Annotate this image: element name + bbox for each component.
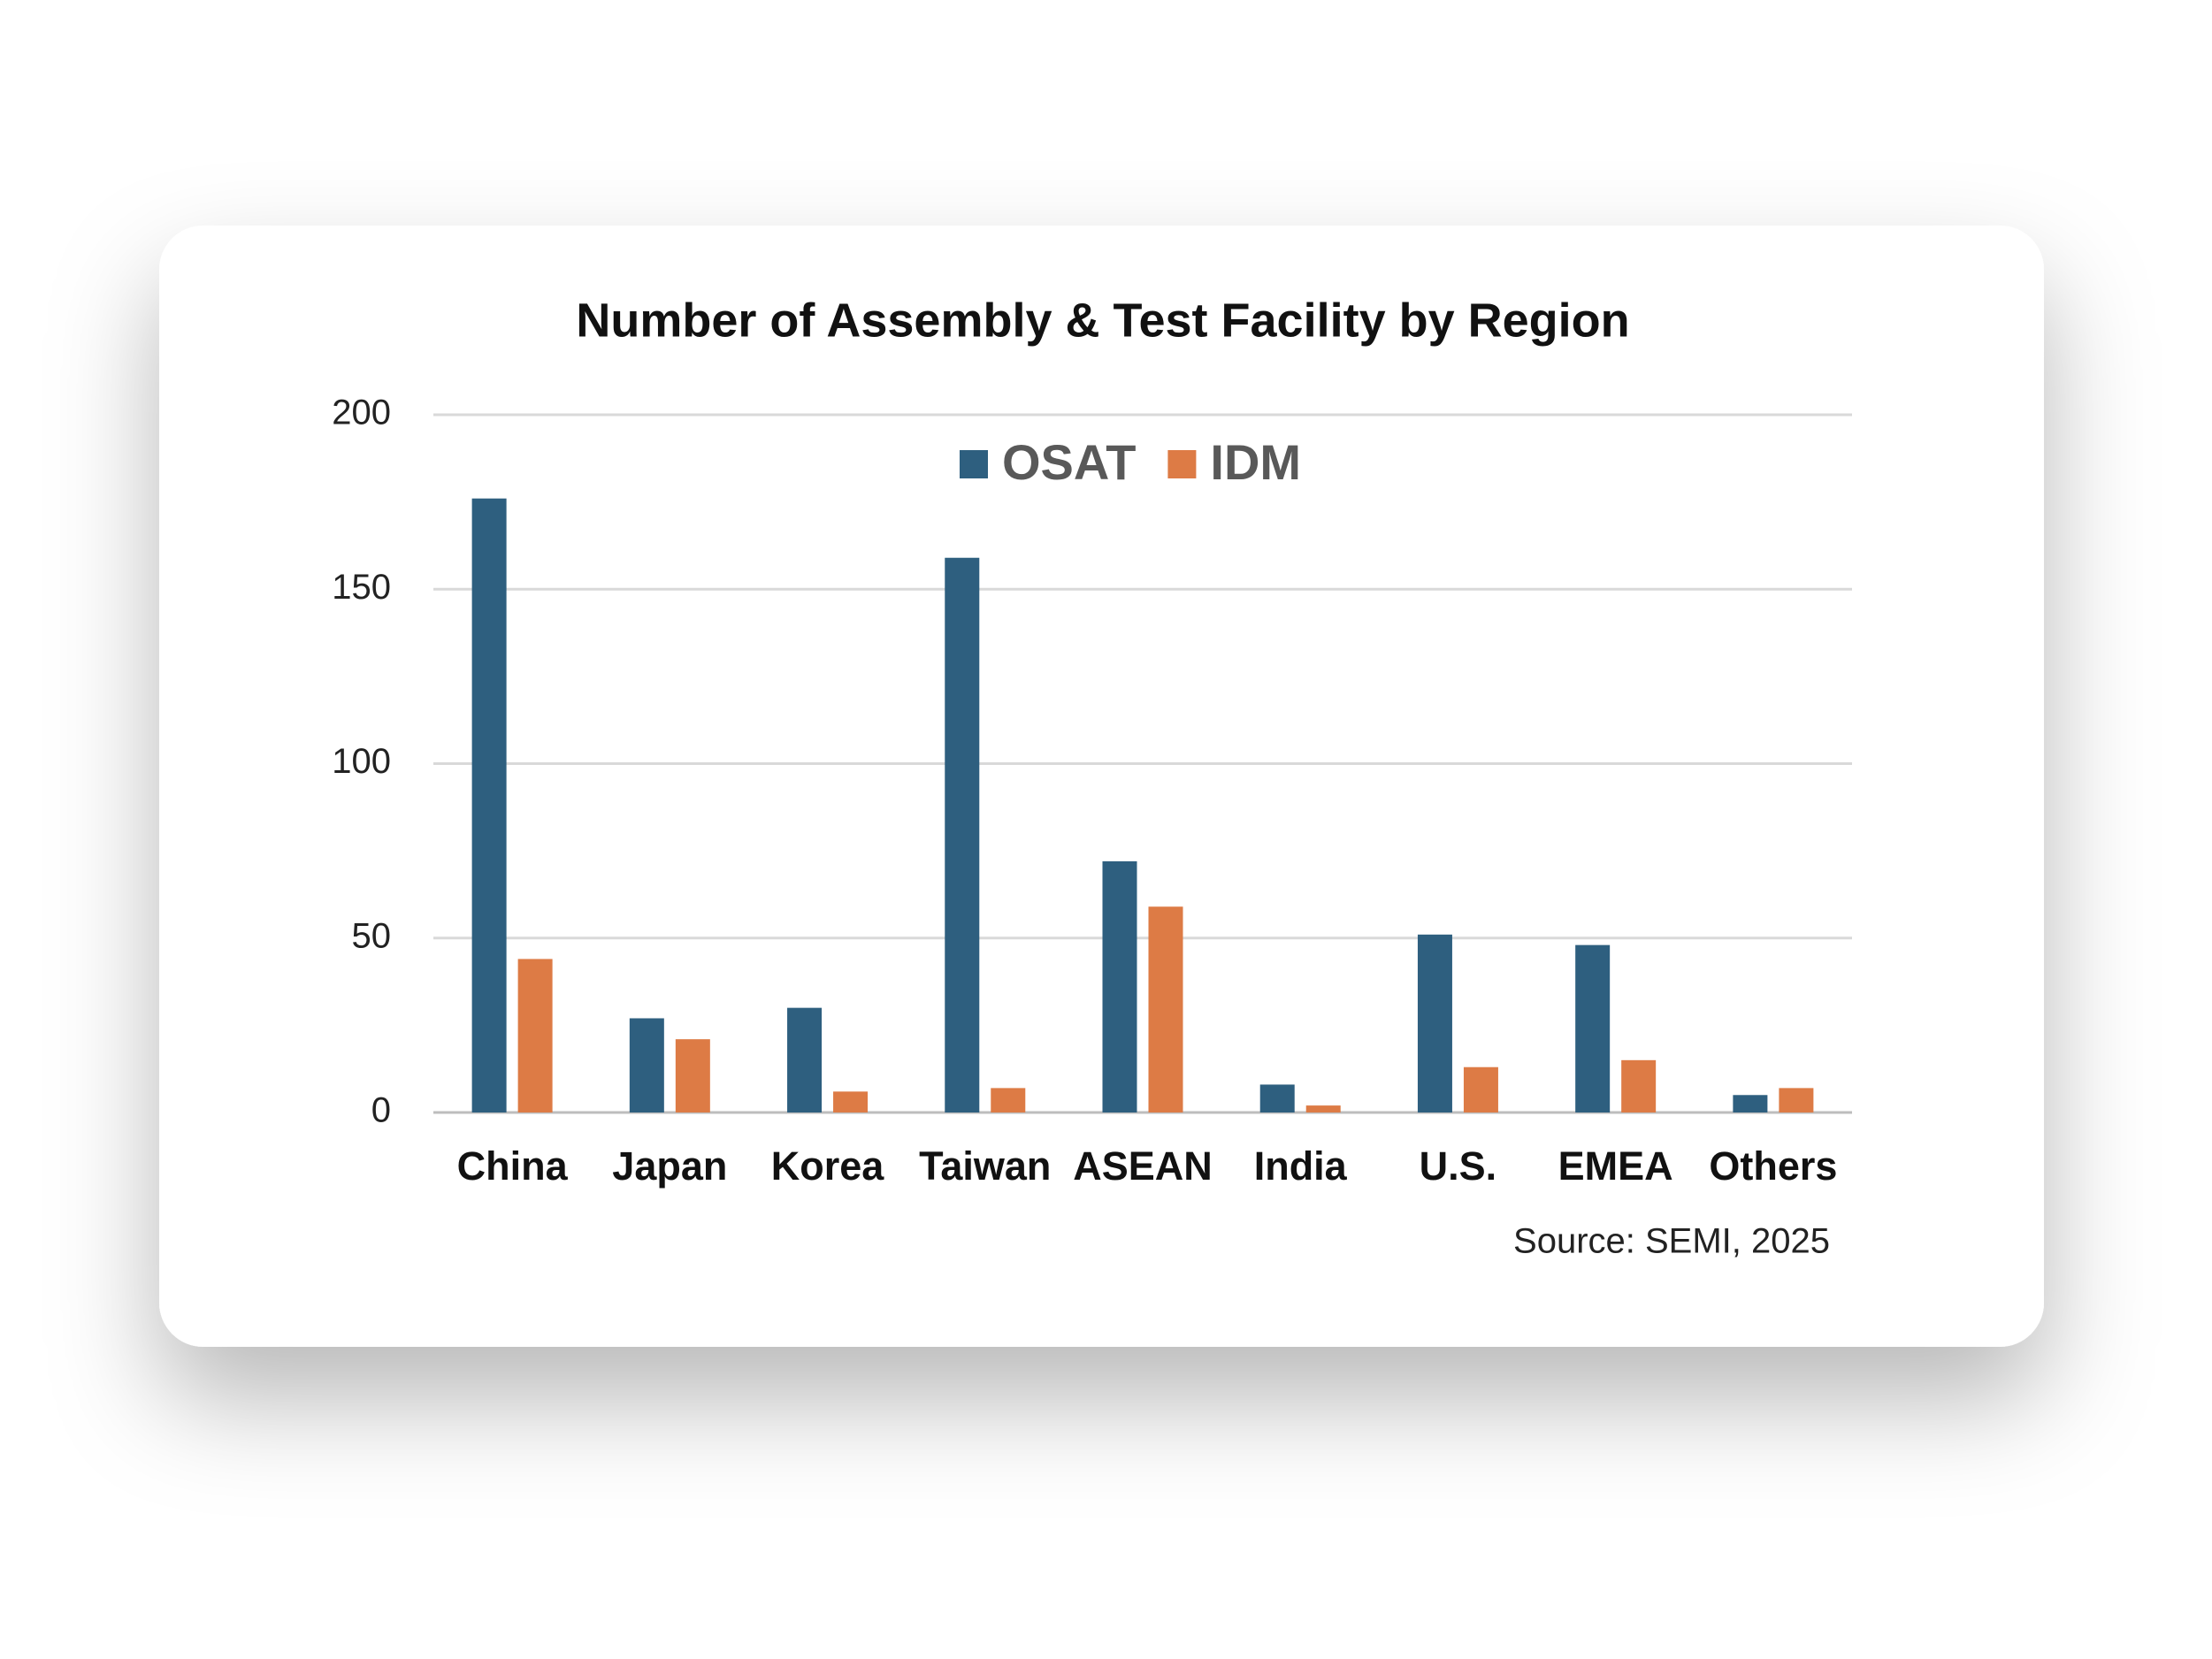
legend-swatch — [960, 450, 988, 478]
legend-label: IDM — [1210, 434, 1301, 490]
x-tick-label: EMEA — [1558, 1143, 1673, 1189]
bar — [1148, 906, 1183, 1112]
source-note: Source: SEMI, 2025 — [1513, 1222, 1830, 1261]
x-tick-label: U.S. — [1420, 1143, 1497, 1189]
x-tick-label: Korea — [771, 1143, 885, 1189]
y-tick-label: 200 — [332, 394, 391, 432]
legend-swatch — [1167, 450, 1197, 478]
x-tick-label: ASEAN — [1073, 1143, 1213, 1189]
x-tick-label: Japan — [612, 1143, 727, 1189]
bar — [945, 557, 980, 1112]
bar — [1259, 1084, 1295, 1112]
x-tick-label: China — [457, 1143, 569, 1189]
bar — [991, 1088, 1026, 1112]
y-tick-label: 100 — [332, 742, 391, 781]
bar — [471, 498, 507, 1112]
bar — [1575, 944, 1611, 1112]
chart-title: Number of Assembly & Test Facility by Re… — [576, 294, 1629, 347]
bar — [1733, 1095, 1768, 1112]
bar — [1305, 1105, 1341, 1112]
bar — [1417, 934, 1452, 1112]
y-tick-label: 150 — [332, 568, 391, 607]
bar — [1102, 860, 1137, 1112]
bar — [833, 1091, 869, 1112]
y-tick-label: 0 — [371, 1091, 391, 1130]
bar — [675, 1039, 710, 1112]
bar — [1463, 1066, 1498, 1112]
x-tick-label: Taiwan — [919, 1143, 1051, 1189]
legend-label: OSAT — [1002, 434, 1136, 490]
bar — [629, 1018, 664, 1112]
x-tick-label: India — [1254, 1143, 1348, 1189]
x-tick-label: Others — [1709, 1143, 1837, 1189]
y-tick-label: 50 — [352, 916, 392, 955]
bar — [517, 959, 553, 1112]
bar — [787, 1007, 823, 1112]
bar — [1779, 1088, 1814, 1112]
bar — [1621, 1059, 1657, 1112]
